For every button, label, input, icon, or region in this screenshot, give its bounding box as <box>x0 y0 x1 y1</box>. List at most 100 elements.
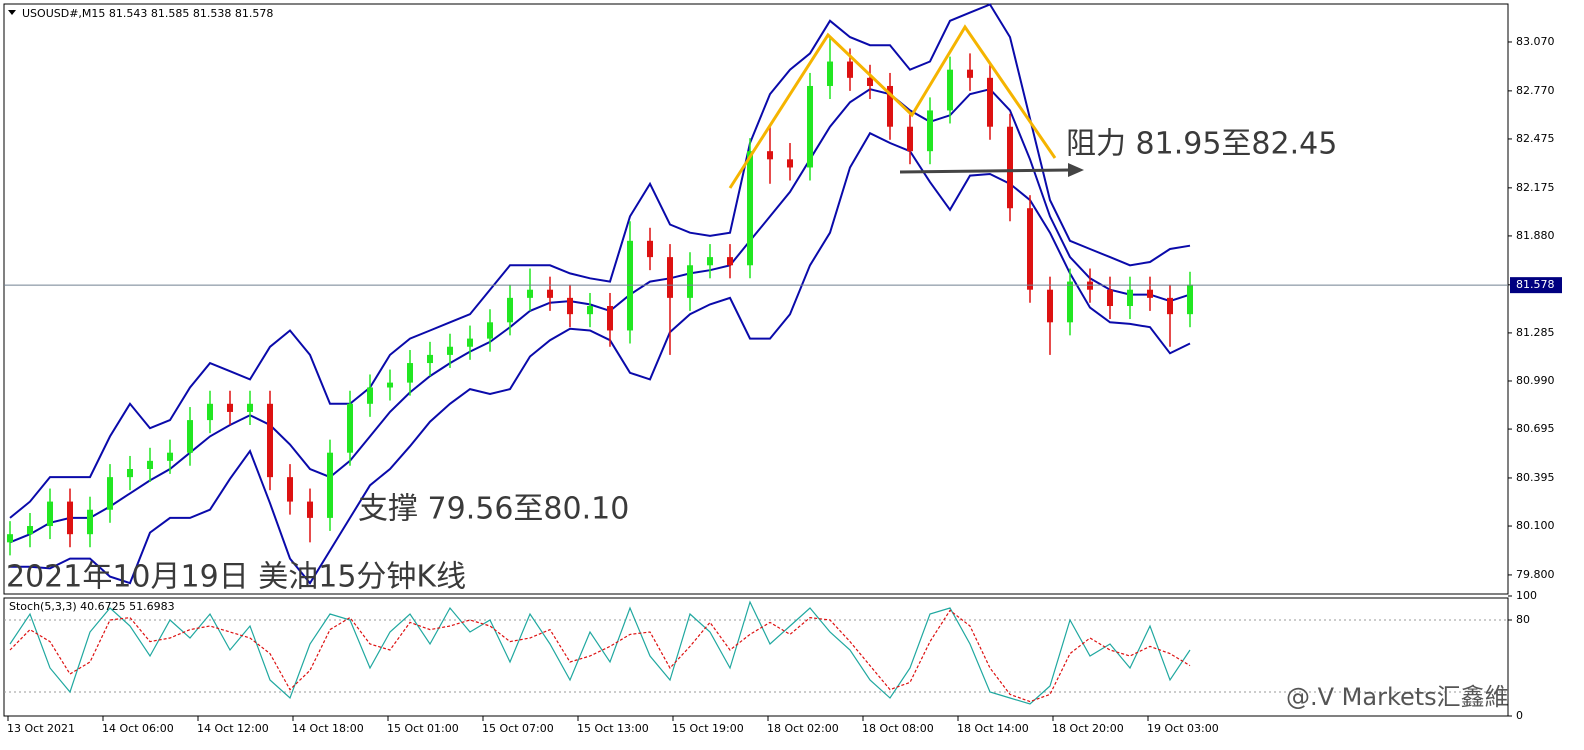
stoch-line <box>9 609 1191 703</box>
candle-body <box>147 460 153 469</box>
candle-body <box>7 534 13 543</box>
candle-body <box>967 69 973 78</box>
y-tick-label: 82.770 <box>1516 84 1555 97</box>
candle-body <box>1047 289 1053 323</box>
candle-body <box>827 61 833 86</box>
annotation: 2021年10月19日 美油15分钟K线 <box>6 560 466 595</box>
candle-body <box>447 346 453 355</box>
candle-body <box>1127 289 1133 307</box>
candle-body <box>167 452 173 461</box>
candle-body <box>1067 281 1073 323</box>
candle-body <box>507 297 513 323</box>
y-tick-label: 82.175 <box>1516 181 1555 194</box>
candle-body <box>787 159 793 168</box>
candle-body <box>1187 284 1193 315</box>
y-tick-label: 80.100 <box>1516 519 1555 532</box>
x-tick-label: 14 Oct 12:00 <box>197 722 269 735</box>
candle-body <box>947 69 953 111</box>
candle-body <box>687 265 693 298</box>
candle-body <box>487 322 493 339</box>
candle-body <box>47 501 53 527</box>
candle-body <box>987 77 993 127</box>
x-tick-label: 18 Oct 14:00 <box>957 722 1029 735</box>
candle-body <box>527 289 533 298</box>
candle-body <box>547 289 553 298</box>
candle-body <box>247 403 253 412</box>
candle-body <box>267 403 273 478</box>
candle-body <box>67 501 73 535</box>
candle-body <box>307 501 313 518</box>
candle-body <box>587 306 593 315</box>
arrow-head <box>1068 163 1084 177</box>
y-tick-label: 81.285 <box>1516 326 1555 339</box>
candle-body <box>607 306 613 331</box>
x-tick-label: 13 Oct 2021 <box>7 722 75 735</box>
stoch-line <box>9 600 1191 705</box>
candle-body <box>1107 289 1113 307</box>
chart-title: USOUSD#,M15 81.543 81.585 81.538 81.578 <box>22 7 273 20</box>
candle-body <box>87 509 93 535</box>
x-tick-label: 15 Oct 07:00 <box>482 722 554 735</box>
candle-body <box>127 468 133 478</box>
main-panel <box>3 3 1509 595</box>
annotation: 阻力 81.95至82.45 <box>1066 127 1337 162</box>
candle-body <box>327 452 333 518</box>
y-tick-label: 81.880 <box>1516 229 1555 242</box>
y-tick-label: 82.475 <box>1516 132 1555 145</box>
y-tick-label: 83.070 <box>1516 35 1555 48</box>
candle-body <box>927 110 933 152</box>
candle-body <box>767 151 773 160</box>
band-line <box>10 131 1191 585</box>
pattern-line <box>728 24 1057 189</box>
candle-body <box>847 61 853 78</box>
candle-body <box>27 526 33 535</box>
candle-body <box>227 403 233 412</box>
candle-body <box>707 257 713 266</box>
y-tick-label: 100 <box>1516 589 1537 602</box>
x-tick-label: 19 Oct 03:00 <box>1147 722 1219 735</box>
candle-body <box>467 338 473 347</box>
candle-body <box>1007 126 1013 209</box>
candle-body <box>387 382 393 388</box>
candle-body <box>647 240 653 258</box>
y-tick-label: 80.395 <box>1516 471 1555 484</box>
current-price-label: 81.578 <box>1516 278 1555 291</box>
current-price-box <box>1510 277 1562 294</box>
candle-body <box>1147 289 1153 298</box>
x-tick-label: 18 Oct 02:00 <box>767 722 839 735</box>
candle-body <box>907 126 913 152</box>
candle-body <box>427 354 433 364</box>
candle-body <box>727 257 733 266</box>
x-tick-label: 18 Oct 08:00 <box>862 722 934 735</box>
x-tick-label: 15 Oct 13:00 <box>577 722 649 735</box>
y-tick-label: 0 <box>1516 709 1523 722</box>
candle-body <box>287 477 293 502</box>
plot-layer: 79.800 80.100 80.395 80.695 80.990 81.285 81.5… <box>4 3 1562 735</box>
candle-body <box>567 297 573 315</box>
candle-body <box>1027 208 1033 290</box>
candle-body <box>667 257 673 298</box>
menu-triangle <box>8 10 16 15</box>
candle-body <box>1167 297 1173 315</box>
x-tick-label: 14 Oct 18:00 <box>292 722 364 735</box>
candle-body <box>187 420 193 453</box>
x-tick-label: 15 Oct 19:00 <box>672 722 744 735</box>
x-tick-label: 15 Oct 01:00 <box>387 722 459 735</box>
candle-body <box>887 85 893 127</box>
candle-body <box>867 77 873 86</box>
stoch-panel <box>3 597 1509 717</box>
watermark: @.V Markets汇鑫維 <box>1286 683 1509 711</box>
candle-body <box>347 403 353 453</box>
y-tick-label: 80.695 <box>1516 422 1555 435</box>
y-tick-label: 80 <box>1516 613 1530 626</box>
y-tick-label: 80.990 <box>1516 374 1555 387</box>
candle-body <box>807 85 813 168</box>
x-tick-label: 14 Oct 06:00 <box>102 722 174 735</box>
x-tick-label: 18 Oct 20:00 <box>1052 722 1124 735</box>
y-tick-label: 79.800 <box>1516 568 1555 581</box>
stoch-title: Stoch(5,3,3) 40.6725 51.6983 <box>9 600 175 613</box>
arrow-line <box>899 168 1071 174</box>
candle-body <box>747 151 753 266</box>
candle-body <box>107 477 113 510</box>
